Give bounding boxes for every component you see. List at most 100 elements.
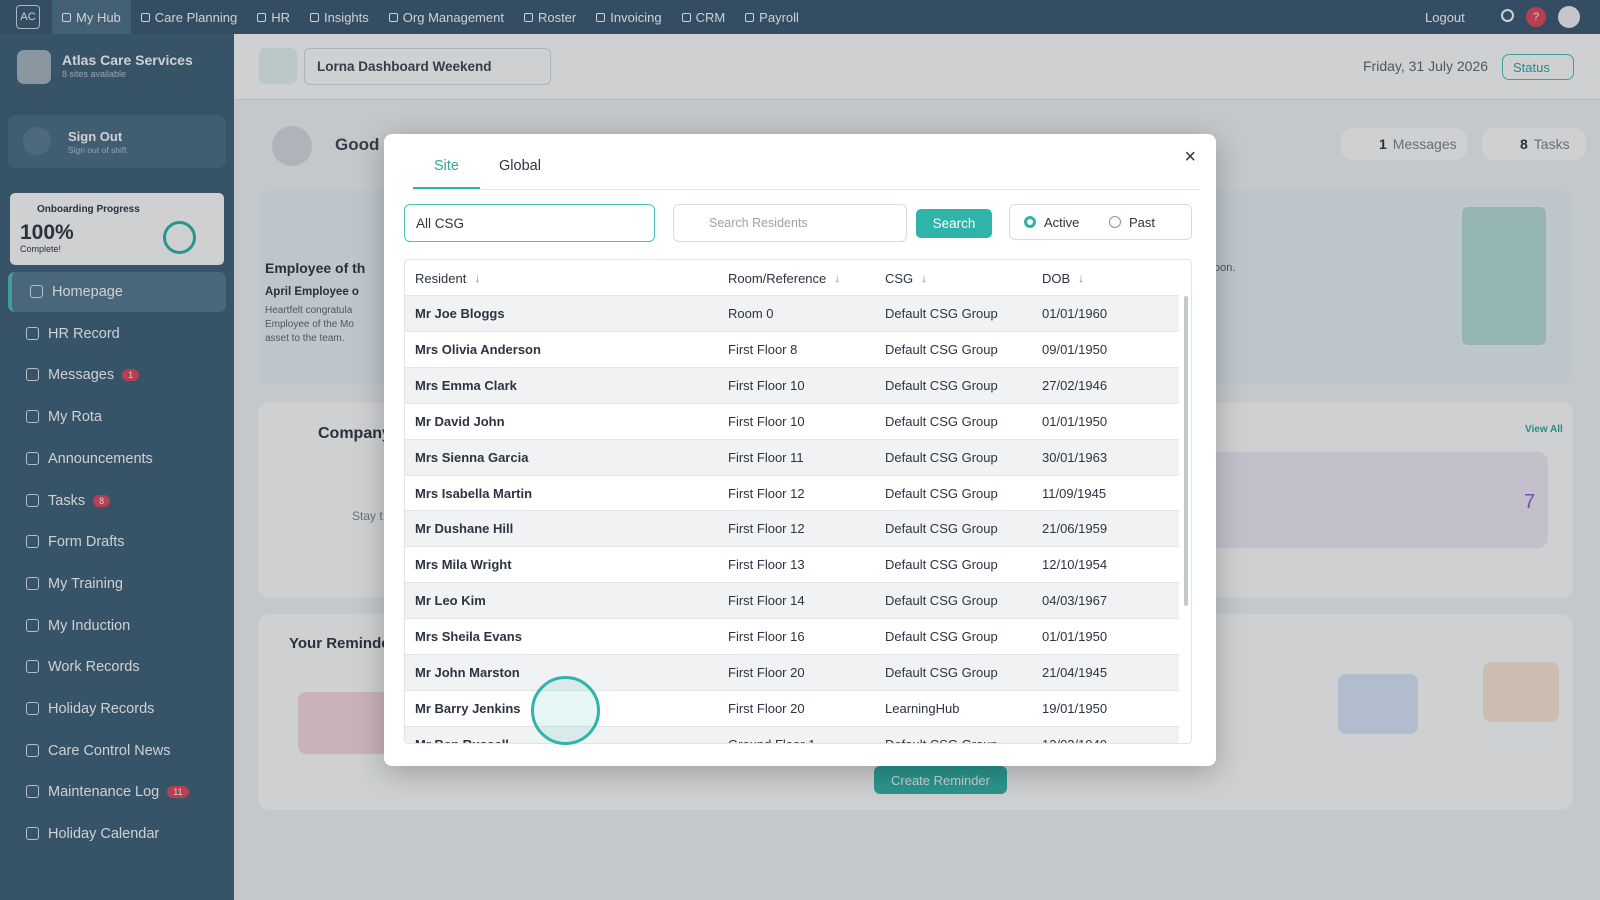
tasks-pill[interactable]: 8 Tasks xyxy=(1482,128,1586,160)
nav-item[interactable]: Roster xyxy=(514,0,586,34)
nav-item[interactable]: Payroll xyxy=(735,0,809,34)
table-row[interactable]: Mr Ben Russell Ground Floor 1 Default CSG … xyxy=(405,725,1179,743)
menu-item[interactable]: Form Drafts xyxy=(8,522,226,562)
menu-icon xyxy=(26,785,39,799)
table-row[interactable]: Mr Leo Kim First Floor 14 Default CSG Grou… xyxy=(405,582,1179,619)
nav-item[interactable]: Care Planning xyxy=(131,0,247,34)
nav-label: Org Management xyxy=(402,9,504,25)
menu-item[interactable]: Holiday Records xyxy=(8,689,226,729)
csg-select[interactable]: All CSG xyxy=(404,204,655,242)
home-button[interactable] xyxy=(259,48,297,84)
view-all-link[interactable]: View All xyxy=(1525,424,1563,435)
nav-item[interactable]: Insights xyxy=(300,0,379,34)
menu-item[interactable]: Care Control News xyxy=(8,731,226,771)
status-button[interactable]: Status xyxy=(1502,54,1574,80)
nav-item[interactable]: Invoicing xyxy=(586,0,671,34)
onboarding-card[interactable]: Onboarding Progress 100% Complete! xyxy=(10,193,224,265)
menu-badge: 11 xyxy=(167,786,189,799)
site-select[interactable]: Lorna Dashboard Weekend xyxy=(304,48,551,85)
table-cell: Default CSG Group xyxy=(885,449,998,465)
table-row[interactable]: Mrs Sheila Evans First Floor 16 Default CS… xyxy=(405,618,1179,655)
table-cell: Default CSG Group xyxy=(885,306,998,321)
nav-item[interactable]: My Hub xyxy=(52,0,131,34)
tasks-count: 8 xyxy=(1520,136,1528,152)
table-row[interactable]: Mr Dushane Hill First Floor 12 Default CSG… xyxy=(405,510,1179,547)
column-label: DOB xyxy=(1042,270,1071,286)
signout-card[interactable]: Sign Out Sign out of shift xyxy=(8,115,226,168)
table-row[interactable]: Mrs Emma Clark First Floor 10 Default CSG … xyxy=(405,366,1179,403)
menu-icon xyxy=(26,743,39,757)
table-row[interactable]: Mr David John First Floor 10 Default CSG G… xyxy=(405,402,1179,439)
table-row[interactable]: Mr Joe Bloggs Room 0 Default CSG Group 01/0… xyxy=(405,295,1179,331)
table-row[interactable]: Mr John Marston First Floor 20 Default CSG… xyxy=(405,654,1179,690)
tab-site[interactable]: Site xyxy=(434,158,459,174)
menu-label: Work Records xyxy=(48,659,140,676)
menu-item[interactable]: Announcements xyxy=(8,439,226,479)
table-cell: 11/09/1945 xyxy=(1042,485,1107,501)
search-button[interactable]: Search xyxy=(916,209,992,238)
search-icon[interactable] xyxy=(1501,9,1514,22)
nav-item[interactable]: HR xyxy=(247,0,300,34)
menu-item[interactable]: My Induction xyxy=(8,606,226,646)
nav-item[interactable]: Org Management xyxy=(379,0,514,34)
nav-icon xyxy=(681,12,691,22)
radio-active-label[interactable]: Active xyxy=(1044,215,1080,230)
nav-label: Care Planning xyxy=(154,9,238,25)
table-cell: Mr Joe Bloggs xyxy=(415,306,505,321)
search-input[interactable]: Search Residents xyxy=(673,204,907,242)
table-row[interactable]: Mr Barry Jenkins First Floor 20 LearningHu… xyxy=(405,689,1179,726)
employee-sub: April Employee o xyxy=(265,286,359,298)
scrollbar xyxy=(1184,296,1188,606)
logout-button[interactable]: Logout xyxy=(1425,10,1465,25)
signout-sub: Sign out of shift xyxy=(68,145,127,155)
table-cell: Mr Barry Jenkins xyxy=(415,700,521,716)
greeting: Good a xyxy=(335,135,394,154)
column-header[interactable]: Room/Reference ↓ xyxy=(728,260,840,296)
menu-item[interactable]: My Rota xyxy=(8,397,226,437)
table-cell: Mr John Marston xyxy=(415,665,520,680)
table-cell: 09/01/1950 xyxy=(1042,341,1108,357)
help-button[interactable]: ? xyxy=(1526,7,1546,27)
tasks-label: Tasks xyxy=(1533,136,1570,152)
menu-item[interactable]: Homepage xyxy=(8,272,226,312)
menu-item[interactable]: HR Record xyxy=(8,314,226,354)
radio-past[interactable] xyxy=(1109,216,1121,228)
user-avatar[interactable] xyxy=(1558,6,1580,28)
column-header[interactable]: Resident ↓ xyxy=(415,260,480,296)
table-row[interactable]: Mrs Sienna Garcia First Floor 11 Default C… xyxy=(405,438,1179,475)
nav-label: Payroll xyxy=(759,9,799,25)
create-reminder-button[interactable]: Create Reminder xyxy=(874,766,1007,794)
column-header[interactable]: CSG ↓ xyxy=(885,260,927,296)
menu-item[interactable]: Messages 1 xyxy=(8,355,226,395)
card-text-fragment: oon. xyxy=(1214,262,1236,274)
tab-global[interactable]: Global xyxy=(499,158,541,174)
column-header[interactable]: DOB ↓ xyxy=(1042,260,1084,296)
table-row[interactable]: Mrs Olivia Anderson First Floor 8 Default … xyxy=(405,330,1179,367)
table-cell: Ground Floor 1 xyxy=(728,727,815,743)
table-cell: Mr Leo Kim xyxy=(415,593,486,609)
table-cell: Mrs Sheila Evans xyxy=(415,629,522,645)
messages-pill[interactable]: 1 Messages xyxy=(1341,128,1467,160)
radio-past-label[interactable]: Past xyxy=(1129,215,1156,230)
table-cell: 01/01/1960 xyxy=(1042,306,1108,321)
menu-item[interactable]: Work Records xyxy=(8,647,226,687)
logo[interactable]: AC xyxy=(16,5,40,29)
nav-item[interactable]: CRM xyxy=(672,0,736,34)
menu-item[interactable]: My Training xyxy=(8,564,226,604)
table-cell: First Floor 20 xyxy=(728,665,805,680)
menu-icon xyxy=(26,368,39,382)
radio-active[interactable] xyxy=(1024,216,1036,228)
menu-icon xyxy=(26,410,39,424)
progress-ring xyxy=(163,221,196,254)
active-tab-indicator xyxy=(413,187,480,189)
menu-item[interactable]: Tasks 8 xyxy=(8,481,226,521)
sort-icon: ↓ xyxy=(1078,271,1085,285)
close-button[interactable]: × xyxy=(1184,146,1196,168)
table-cell: Default CSG Group xyxy=(885,413,998,429)
nav-icon xyxy=(745,12,755,22)
menu-item[interactable]: Holiday Calendar xyxy=(8,814,226,854)
table-row[interactable]: Mrs Isabella Martin First Floor 12 Default… xyxy=(405,474,1179,511)
menu-item[interactable]: Maintenance Log 11 xyxy=(8,772,226,812)
table-row[interactable]: Mrs Mila Wright First Floor 13 Default CSG… xyxy=(405,546,1179,583)
nav-label: Invoicing xyxy=(610,9,662,25)
